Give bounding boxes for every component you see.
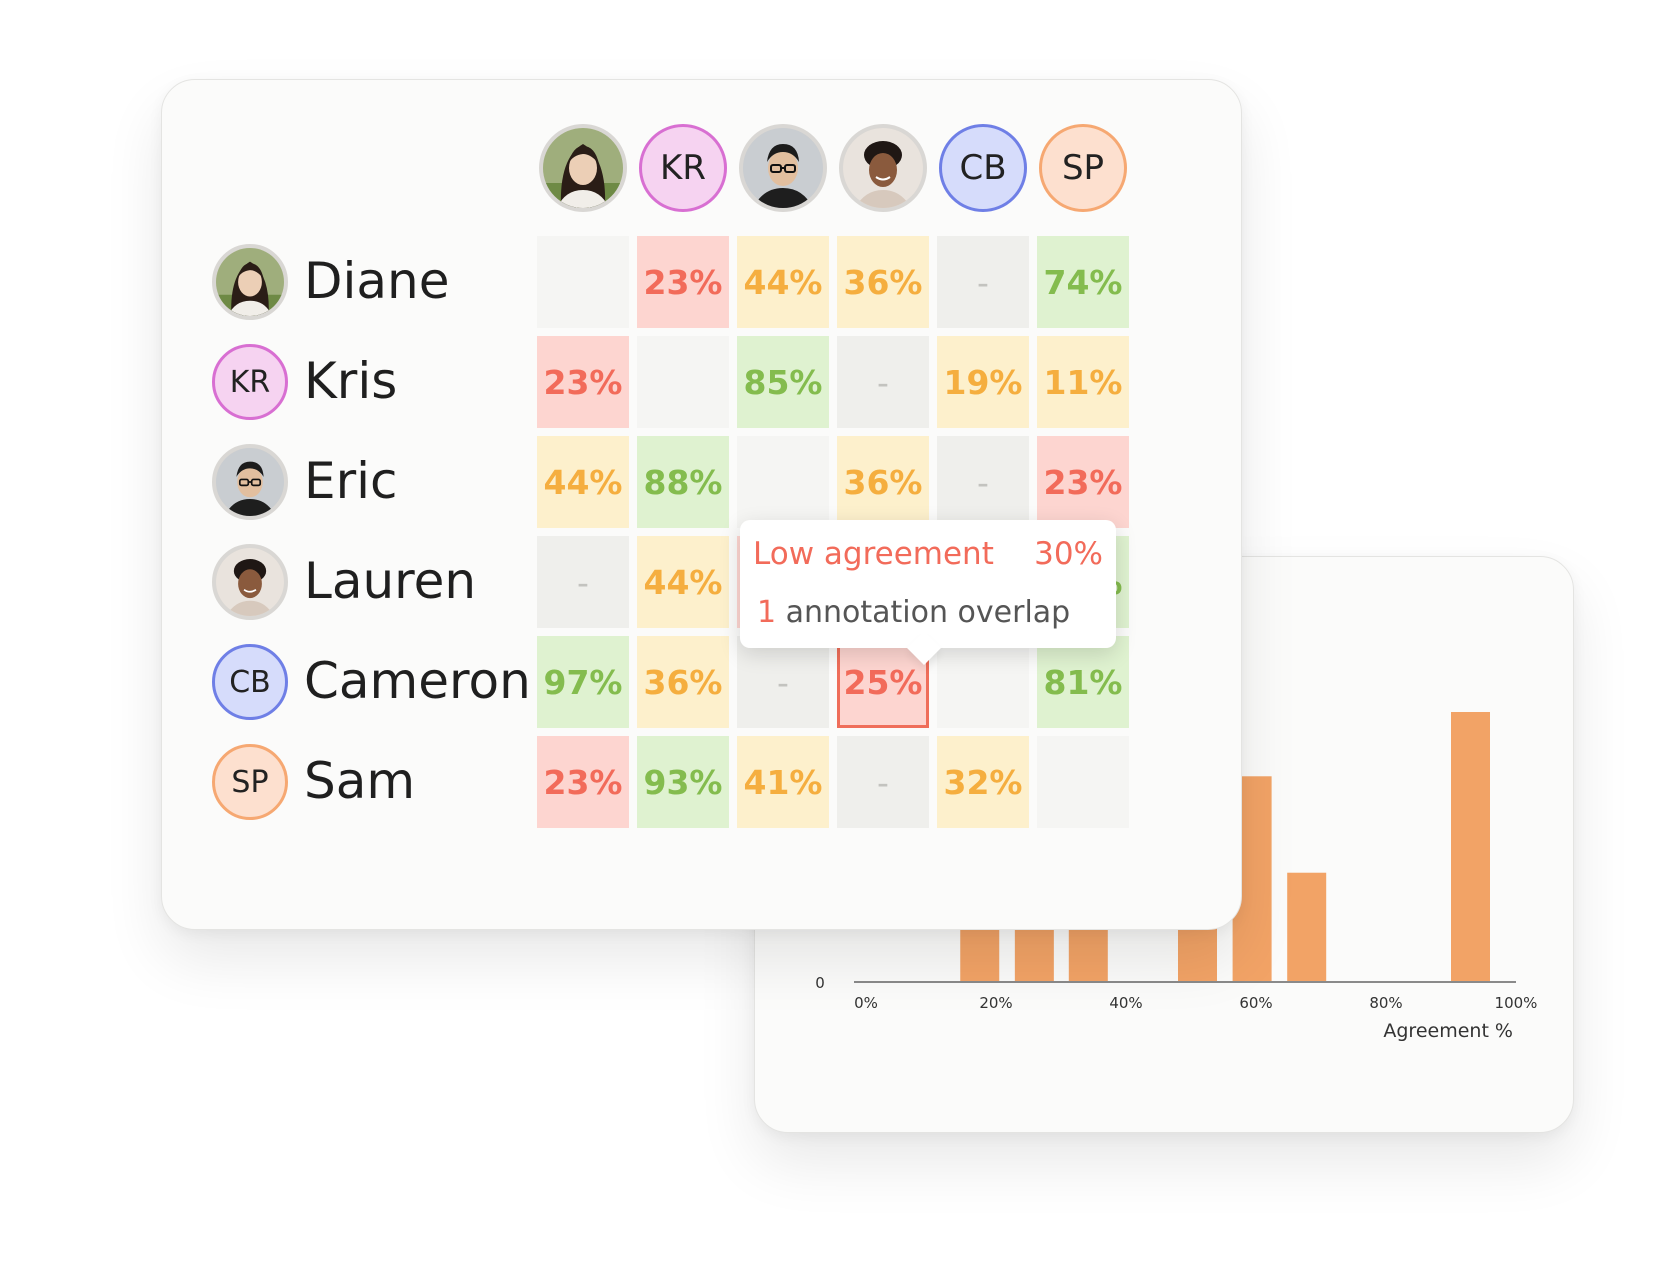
matrix-cell-r1-c5[interactable]: 11% <box>1037 336 1129 428</box>
tooltip-overlap-label: annotation overlap <box>776 595 1071 630</box>
x-tick-label: 40% <box>1109 994 1142 1012</box>
x-tick-label: 20% <box>979 994 1012 1012</box>
tooltip-title: Low agreement <box>753 536 994 572</box>
column-header-5-initials-avatar: SP <box>1039 124 1127 212</box>
row-header-5-initials: SP <box>231 764 269 800</box>
matrix-cell-r1-c2[interactable]: 85% <box>737 336 829 428</box>
matrix-cell-r2-c4[interactable]: - <box>937 436 1029 528</box>
matrix-cell-r4-c1[interactable]: 36% <box>637 636 729 728</box>
matrix-cell-r5-c4[interactable]: 32% <box>937 736 1029 828</box>
row-name-3: Lauren <box>304 552 477 610</box>
matrix-cell-r2-c1[interactable]: 88% <box>637 436 729 528</box>
matrix-cell-r2-c0[interactable]: 44% <box>537 436 629 528</box>
matrix-cell-r5-c5[interactable] <box>1037 736 1129 828</box>
matrix-cell-r3-c1[interactable]: 44% <box>637 536 729 628</box>
matrix-cell-r1-c3[interactable]: - <box>837 336 929 428</box>
y-tick-label: 0 <box>815 974 825 992</box>
matrix-cell-r0-c4[interactable]: - <box>937 236 1029 328</box>
matrix-cell-r1-c1[interactable] <box>637 336 729 428</box>
column-header-5-initials: SP <box>1061 148 1105 188</box>
matrix-cell-r5-c0[interactable]: 23% <box>537 736 629 828</box>
tooltip-value: 30% <box>1034 536 1103 572</box>
x-tick-label: 100% <box>1495 994 1538 1012</box>
matrix-cell-r4-c2[interactable]: - <box>737 636 829 728</box>
matrix-cell-r3-c0[interactable]: - <box>537 536 629 628</box>
column-header-4-initials: CB <box>959 148 1007 188</box>
column-header-4-initials-avatar: CB <box>939 124 1027 212</box>
row-name-0: Diane <box>304 252 450 310</box>
matrix-cell-r0-c2[interactable]: 44% <box>737 236 829 328</box>
row-header-1-initials-avatar: KR <box>212 344 288 420</box>
row-header-2-photo-avatar <box>212 444 288 520</box>
x-tick-label: 60% <box>1239 994 1272 1012</box>
row-header-3-photo-avatar <box>212 544 288 620</box>
tooltip-detail: 1 annotation overlap <box>757 595 1070 630</box>
x-tick-label: 0% <box>854 994 878 1012</box>
matrix-cell-r0-c1[interactable]: 23% <box>637 236 729 328</box>
row-name-4: Cameron <box>304 652 531 710</box>
agreement-matrix-card: KR CB SP Diane KR Kris Eric Lauren CB Cameron SP S… <box>161 79 1242 930</box>
matrix-cell-r0-c5[interactable]: 74% <box>1037 236 1129 328</box>
matrix-cell-r4-c4[interactable] <box>937 636 1029 728</box>
column-header-0-photo-avatar <box>539 124 627 212</box>
row-header-4-initials: CB <box>229 664 271 700</box>
matrix-cell-r5-c1[interactable]: 93% <box>637 736 729 828</box>
histogram-bar <box>1451 712 1490 982</box>
tooltip-overlap-count: 1 <box>757 595 777 630</box>
matrix-cell-r2-c2[interactable] <box>737 436 829 528</box>
matrix-cell-r5-c3[interactable]: - <box>837 736 929 828</box>
matrix-cell-r1-c4[interactable]: 19% <box>937 336 1029 428</box>
matrix-cell-r2-c3[interactable]: 36% <box>837 436 929 528</box>
x-axis-label: Agreement % <box>1383 1020 1513 1042</box>
x-tick-label: 80% <box>1369 994 1402 1012</box>
agreement-tooltip: Low agreement 30% 1 annotation overlap <box>740 520 1116 665</box>
matrix-cell-r5-c2[interactable]: 41% <box>737 736 829 828</box>
column-header-3-photo-avatar <box>839 124 927 212</box>
matrix-cell-r4-c5[interactable]: 81% <box>1037 636 1129 728</box>
histogram-bar <box>1287 872 1327 982</box>
row-name-1: Kris <box>304 352 398 410</box>
matrix-cell-r4-c0[interactable]: 97% <box>537 636 629 728</box>
row-header-1-initials: KR <box>229 364 271 400</box>
matrix-cell-r0-c0[interactable] <box>537 236 629 328</box>
matrix-cell-r2-c5[interactable]: 23% <box>1037 436 1129 528</box>
matrix-cell-r0-c3[interactable]: 36% <box>837 236 929 328</box>
row-name-2: Eric <box>304 452 398 510</box>
matrix-cell-r1-c0[interactable]: 23% <box>537 336 629 428</box>
row-header-4-initials-avatar: CB <box>212 644 288 720</box>
row-name-5: Sam <box>304 752 416 810</box>
column-header-1-initials-avatar: KR <box>639 124 727 212</box>
column-header-2-photo-avatar <box>739 124 827 212</box>
row-header-5-initials-avatar: SP <box>212 744 288 820</box>
row-header-0-photo-avatar <box>212 244 288 320</box>
column-header-1-initials: KR <box>660 148 706 188</box>
